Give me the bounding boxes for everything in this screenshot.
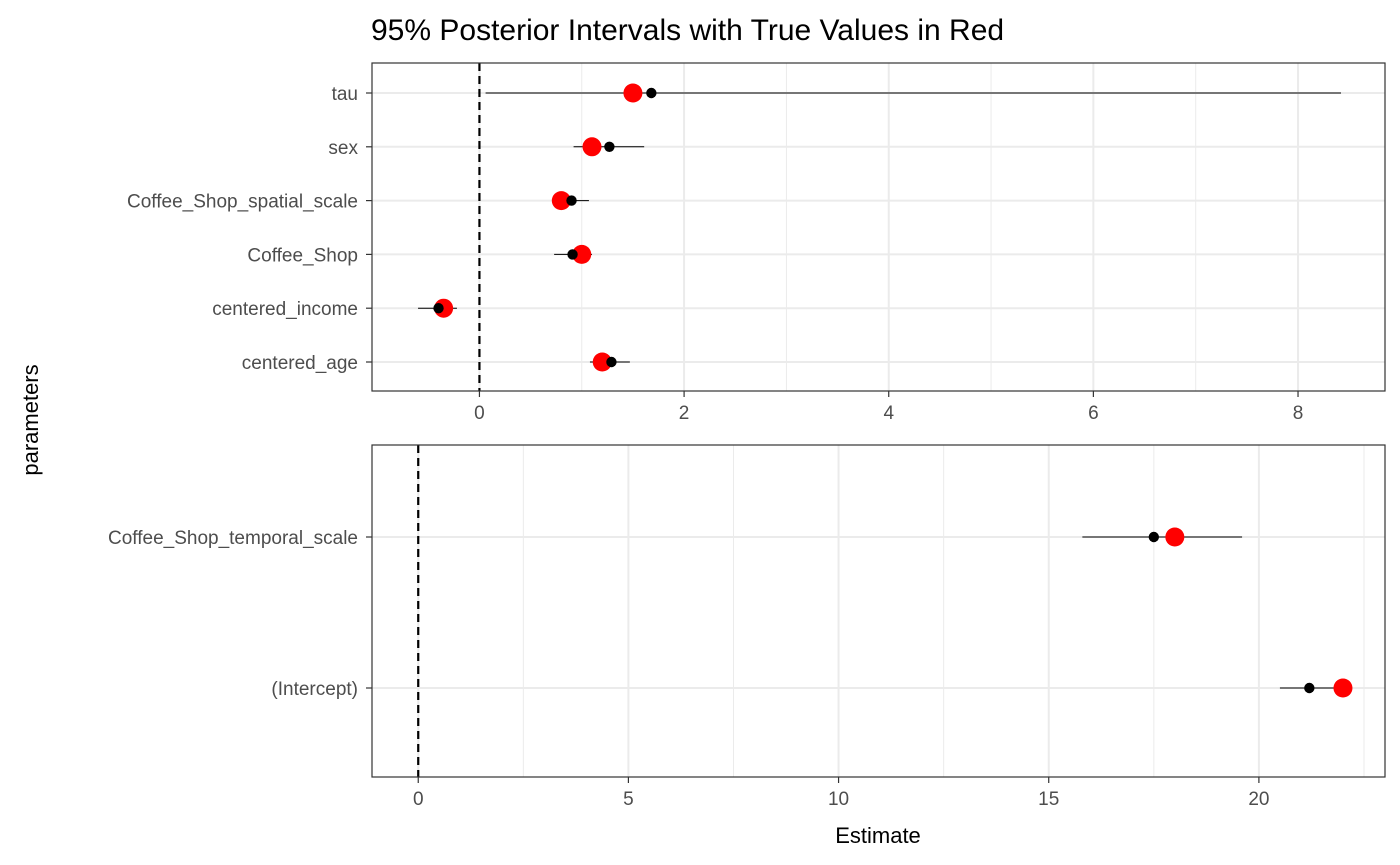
x-tick-label: 15 (1038, 789, 1059, 810)
y-tick-label: Coffee_Shop_temporal_scale (108, 528, 358, 549)
y-tick-label: tau (332, 84, 358, 105)
estimate-point (604, 141, 615, 152)
estimate-point (566, 195, 577, 206)
panel-bottom: Coffee_Shop_temporal_scale (Intercept) 0 5 1… (108, 444, 1386, 810)
y-tick-label: (Intercept) (271, 679, 358, 700)
true-value-point (1333, 678, 1353, 698)
x-tick-label: 0 (474, 403, 485, 424)
estimate-point (567, 249, 578, 260)
true-value-point (623, 83, 643, 103)
x-tick-label: 10 (828, 789, 849, 810)
y-tick-label: centered_age (242, 353, 358, 374)
estimate-point (433, 303, 444, 314)
x-tick-label: 8 (1293, 403, 1304, 424)
x-tick-label: 4 (883, 403, 894, 424)
x-tick-label: 6 (1088, 403, 1099, 424)
panel-border (371, 62, 1386, 392)
x-tick-label: 20 (1248, 789, 1269, 810)
panel-top: tau sex Coffee_Shop_spatial_scale Coffee_Sh… (127, 62, 1386, 424)
true-value-point (582, 137, 602, 157)
chart-panels: tau sex Coffee_Shop_spatial_scale Coffee_Sh… (108, 62, 1386, 810)
true-value-point (551, 191, 571, 211)
true-value-point (572, 244, 592, 264)
y-axis-label: parameters (18, 364, 43, 475)
estimate-point (606, 356, 617, 368)
y-tick-label: sex (328, 138, 358, 159)
panel-border (371, 444, 1386, 778)
x-tick-label: 5 (623, 789, 634, 810)
chart-title: 95% Posterior Intervals with True Values… (371, 14, 1004, 47)
true-value-point (592, 352, 612, 372)
x-axis-label: Estimate (835, 823, 921, 848)
true-value-point (1165, 527, 1185, 547)
estimate-point (1148, 531, 1160, 543)
y-tick-label: centered_income (212, 299, 358, 320)
estimate-point (646, 87, 657, 99)
x-tick-label: 0 (413, 789, 424, 810)
y-tick-label: Coffee_Shop_spatial_scale (127, 192, 358, 213)
estimate-point (1304, 682, 1315, 694)
y-tick-label: Coffee_Shop (247, 245, 358, 266)
x-tick-label: 2 (679, 403, 690, 424)
